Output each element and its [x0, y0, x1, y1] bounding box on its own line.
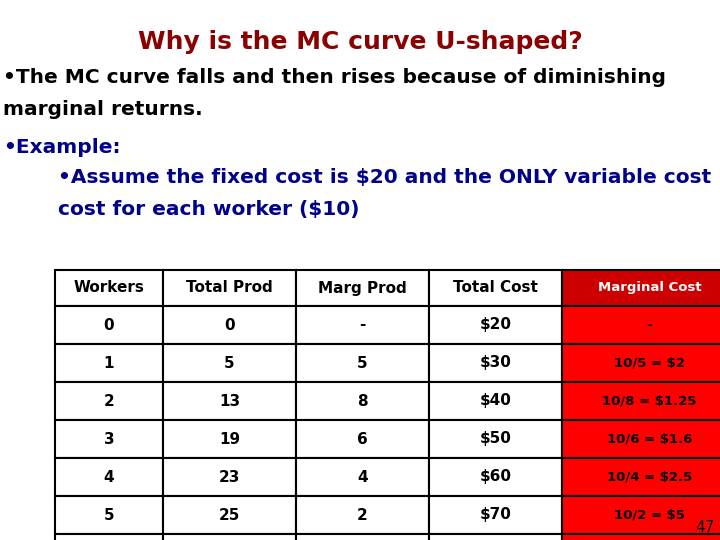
Text: 5: 5 — [357, 355, 368, 370]
Text: •The MC curve falls and then rises because of diminishing: •The MC curve falls and then rises becau… — [3, 68, 666, 87]
Text: 10/5 = $2: 10/5 = $2 — [614, 356, 685, 369]
Text: •Example:: •Example: — [3, 138, 120, 157]
Text: 6: 6 — [357, 431, 368, 447]
Text: 10/4 = $2.5: 10/4 = $2.5 — [607, 470, 692, 483]
Text: 8: 8 — [357, 394, 368, 408]
Text: cost for each worker ($10): cost for each worker ($10) — [30, 200, 359, 219]
Text: -: - — [359, 318, 366, 333]
Text: $20: $20 — [480, 318, 511, 333]
Text: 10/8 = $1.25: 10/8 = $1.25 — [603, 395, 697, 408]
Text: Total Cost: Total Cost — [453, 280, 538, 295]
Text: 47: 47 — [696, 520, 715, 535]
Text: 25: 25 — [219, 508, 240, 523]
Text: 19: 19 — [219, 431, 240, 447]
Text: 0: 0 — [104, 318, 114, 333]
Text: -: - — [647, 319, 652, 332]
Text: •Assume the fixed cost is $20 and the ONLY variable cost is the: •Assume the fixed cost is $20 and the ON… — [30, 168, 720, 187]
Text: 5: 5 — [104, 508, 114, 523]
Text: Workers: Workers — [73, 280, 145, 295]
Text: 2: 2 — [357, 508, 368, 523]
Text: $70: $70 — [480, 508, 511, 523]
Text: 2: 2 — [104, 394, 114, 408]
Text: $40: $40 — [480, 394, 511, 408]
Text: 5: 5 — [224, 355, 235, 370]
Text: 10/2 = $5: 10/2 = $5 — [614, 509, 685, 522]
Text: $30: $30 — [480, 355, 511, 370]
Text: 3: 3 — [104, 431, 114, 447]
Text: Marginal Cost: Marginal Cost — [598, 281, 701, 294]
Text: marginal returns.: marginal returns. — [3, 100, 202, 119]
Text: 23: 23 — [219, 469, 240, 484]
Text: 4: 4 — [104, 469, 114, 484]
Text: $60: $60 — [480, 469, 511, 484]
Text: 10/6 = $1.6: 10/6 = $1.6 — [607, 433, 692, 446]
Text: 4: 4 — [357, 469, 368, 484]
Text: 13: 13 — [219, 394, 240, 408]
Text: 1: 1 — [104, 355, 114, 370]
Text: $50: $50 — [480, 431, 511, 447]
Text: Total Prod: Total Prod — [186, 280, 273, 295]
Text: Marg Prod: Marg Prod — [318, 280, 407, 295]
Text: 0: 0 — [224, 318, 235, 333]
Text: Why is the MC curve U-shaped?: Why is the MC curve U-shaped? — [138, 30, 582, 54]
